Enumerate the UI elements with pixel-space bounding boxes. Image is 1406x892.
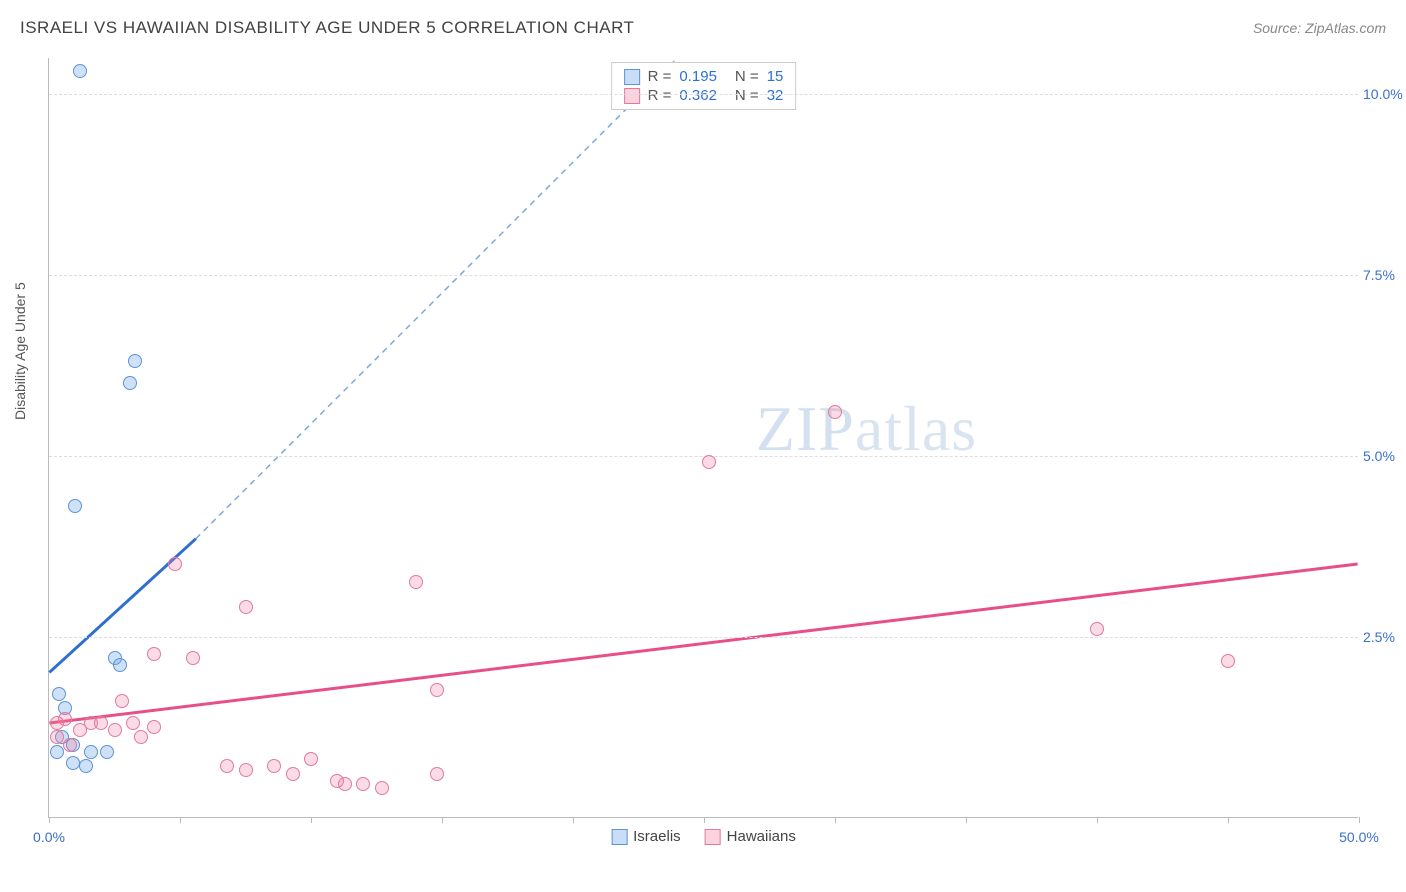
y-tick-label: 10.0% <box>1363 86 1406 102</box>
stats-legend: R =0.195N =15R =0.362N =32 <box>611 62 797 110</box>
data-point <box>50 745 64 759</box>
data-point <box>375 781 389 795</box>
data-point <box>100 745 114 759</box>
data-point <box>1221 654 1235 668</box>
legend-swatch <box>624 69 640 85</box>
data-point <box>113 658 127 672</box>
data-point <box>330 774 344 788</box>
data-point <box>73 723 87 737</box>
data-point <box>134 730 148 744</box>
source-credit: Source: ZipAtlas.com <box>1253 20 1386 36</box>
x-tick <box>704 817 705 823</box>
data-point <box>702 455 716 469</box>
legend-swatch <box>611 829 627 845</box>
data-point <box>186 651 200 665</box>
data-point <box>115 694 129 708</box>
data-point <box>147 720 161 734</box>
data-point <box>79 759 93 773</box>
stat-row: R =0.362N =32 <box>624 86 784 105</box>
data-point <box>304 752 318 766</box>
data-point <box>147 647 161 661</box>
series-legend: Israelis Hawaiians <box>611 828 796 845</box>
y-tick-label: 2.5% <box>1363 629 1406 645</box>
y-tick-label: 7.5% <box>1363 267 1406 283</box>
stat-row: R =0.195N =15 <box>624 67 784 86</box>
data-point <box>123 376 137 390</box>
data-point <box>409 575 423 589</box>
data-point <box>68 499 82 513</box>
x-tick <box>1359 817 1360 823</box>
data-point <box>220 759 234 773</box>
data-point <box>52 687 66 701</box>
data-point <box>267 759 281 773</box>
data-point <box>239 763 253 777</box>
x-tick <box>966 817 967 823</box>
gridline <box>49 637 1358 638</box>
x-tick <box>49 817 50 823</box>
scatter-plot: ZIPatlas R =0.195N =15R =0.362N =32 Isra… <box>48 58 1358 818</box>
gridline <box>49 94 1358 95</box>
x-tick <box>180 817 181 823</box>
data-point <box>94 716 108 730</box>
data-point <box>1090 622 1104 636</box>
x-tick <box>573 817 574 823</box>
watermark: ZIPatlas <box>756 392 977 466</box>
data-point <box>50 730 64 744</box>
data-point <box>430 683 444 697</box>
data-point <box>430 767 444 781</box>
data-point <box>286 767 300 781</box>
x-tick-label: 0.0% <box>33 829 65 845</box>
data-point <box>239 600 253 614</box>
data-point <box>84 745 98 759</box>
legend-swatch <box>705 829 721 845</box>
data-point <box>356 777 370 791</box>
gridline <box>49 275 1358 276</box>
chart-title: ISRAELI VS HAWAIIAN DISABILITY AGE UNDER… <box>20 18 634 38</box>
y-axis-label: Disability Age Under 5 <box>12 282 28 420</box>
data-point <box>168 557 182 571</box>
x-tick <box>1228 817 1229 823</box>
legend-swatch <box>624 88 640 104</box>
data-point <box>828 405 842 419</box>
legend-item: Israelis <box>611 828 681 845</box>
data-point <box>108 723 122 737</box>
x-tick <box>311 817 312 823</box>
x-tick-label: 50.0% <box>1339 829 1379 845</box>
data-point <box>63 738 77 752</box>
data-point <box>73 64 87 78</box>
data-point <box>66 756 80 770</box>
y-tick-label: 5.0% <box>1363 448 1406 464</box>
data-point <box>50 716 64 730</box>
data-point <box>128 354 142 368</box>
x-tick <box>442 817 443 823</box>
x-tick <box>1097 817 1098 823</box>
x-tick <box>835 817 836 823</box>
data-point <box>126 716 140 730</box>
legend-item: Hawaiians <box>705 828 796 845</box>
